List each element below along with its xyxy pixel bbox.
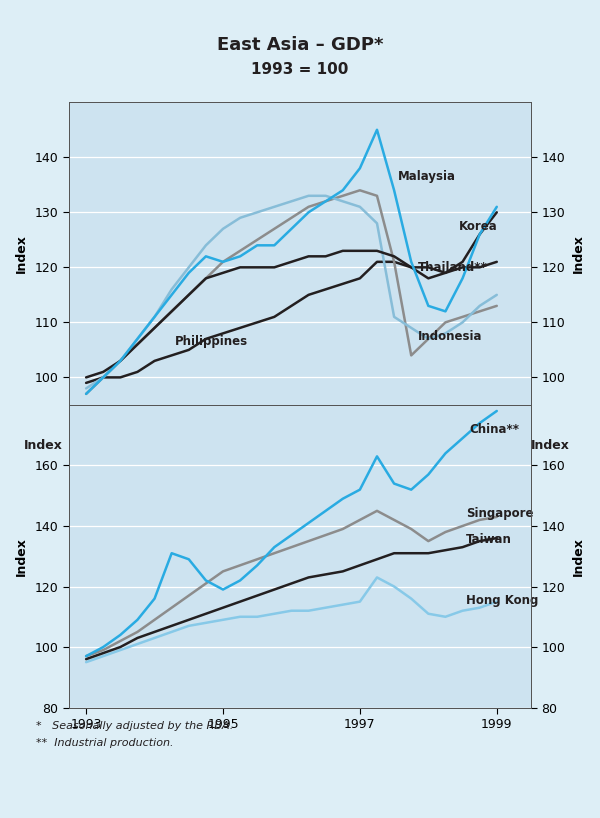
Text: China**: China** [469, 423, 520, 436]
Text: Singapore: Singapore [466, 507, 533, 520]
Text: Philippines: Philippines [175, 335, 248, 348]
Text: Korea: Korea [459, 219, 498, 232]
Text: Taiwan: Taiwan [466, 533, 512, 546]
Y-axis label: Index: Index [15, 537, 28, 576]
Text: Hong Kong: Hong Kong [466, 594, 538, 607]
Text: *   Seasonally adjusted by the RBA.: * Seasonally adjusted by the RBA. [36, 721, 233, 731]
Text: 1993 = 100: 1993 = 100 [251, 62, 349, 77]
Y-axis label: Index: Index [15, 234, 28, 273]
Text: Malaysia: Malaysia [398, 170, 455, 183]
Text: Index: Index [531, 439, 570, 452]
Text: Indonesia: Indonesia [418, 330, 482, 343]
Y-axis label: Index: Index [572, 234, 585, 273]
Y-axis label: Index: Index [572, 537, 585, 576]
Text: **  Industrial production.: ** Industrial production. [36, 738, 173, 748]
Text: Index: Index [24, 439, 63, 452]
Text: East Asia – GDP*: East Asia – GDP* [217, 36, 383, 54]
Text: Thailand**: Thailand** [418, 261, 488, 274]
